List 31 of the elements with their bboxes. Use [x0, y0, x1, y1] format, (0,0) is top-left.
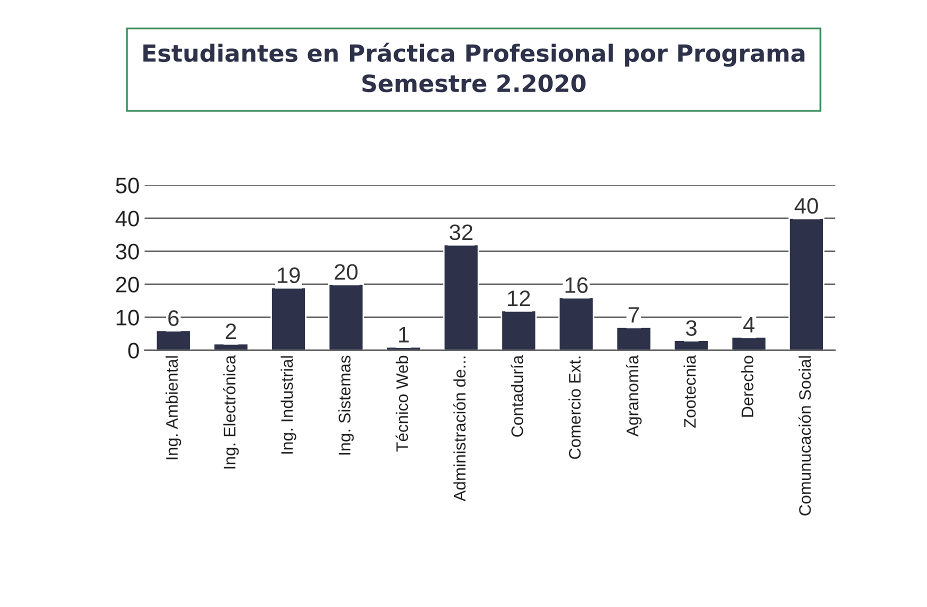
y-tick-label: 50	[116, 178, 139, 194]
data-label: 40	[794, 198, 818, 214]
x-tick-label: Agranomía	[626, 355, 642, 437]
x-tick-label: Comunucación Social	[798, 356, 811, 516]
x-tick-label: Ing. Electrónica	[223, 355, 239, 468]
x-tick-label: Derecho	[741, 356, 754, 417]
data-label: 1	[399, 327, 409, 342]
x-tick-label: Comercio Ext.	[568, 356, 581, 459]
data-label: 16	[566, 277, 588, 294]
data-label: 6	[168, 310, 179, 326]
data-label: 19	[278, 267, 300, 284]
x-tick-label: Ing. Sistemas	[338, 356, 354, 455]
data-label: 20	[334, 264, 358, 280]
x-tick-label: Contaduría	[510, 355, 524, 437]
data-label: 4	[743, 317, 754, 332]
chart-title: Estudiantes en Práctica Profesional por Programa Semestre 2.2020	[143, 42, 804, 92]
y-tick-label: 30	[116, 244, 139, 260]
data-label: 7	[628, 307, 639, 323]
y-tick-label: 20	[116, 276, 139, 292]
x-tick-label: Ing. Industrial	[280, 356, 296, 454]
y-tick-label: 0	[128, 342, 139, 359]
data-label: 32	[450, 224, 472, 240]
y-tick-label: 40	[116, 210, 139, 226]
data-label: 12	[508, 290, 530, 306]
x-tick-label: Técnico Web	[396, 356, 408, 452]
y-tick-label: 10	[116, 310, 139, 326]
x-tick-label: Ing. Ambiental	[166, 356, 182, 460]
data-label: 3	[686, 320, 697, 336]
x-tick-label: Administración de...	[453, 356, 466, 502]
data-label: 2	[226, 324, 236, 340]
x-tick-label: Zootecnia	[684, 355, 696, 428]
